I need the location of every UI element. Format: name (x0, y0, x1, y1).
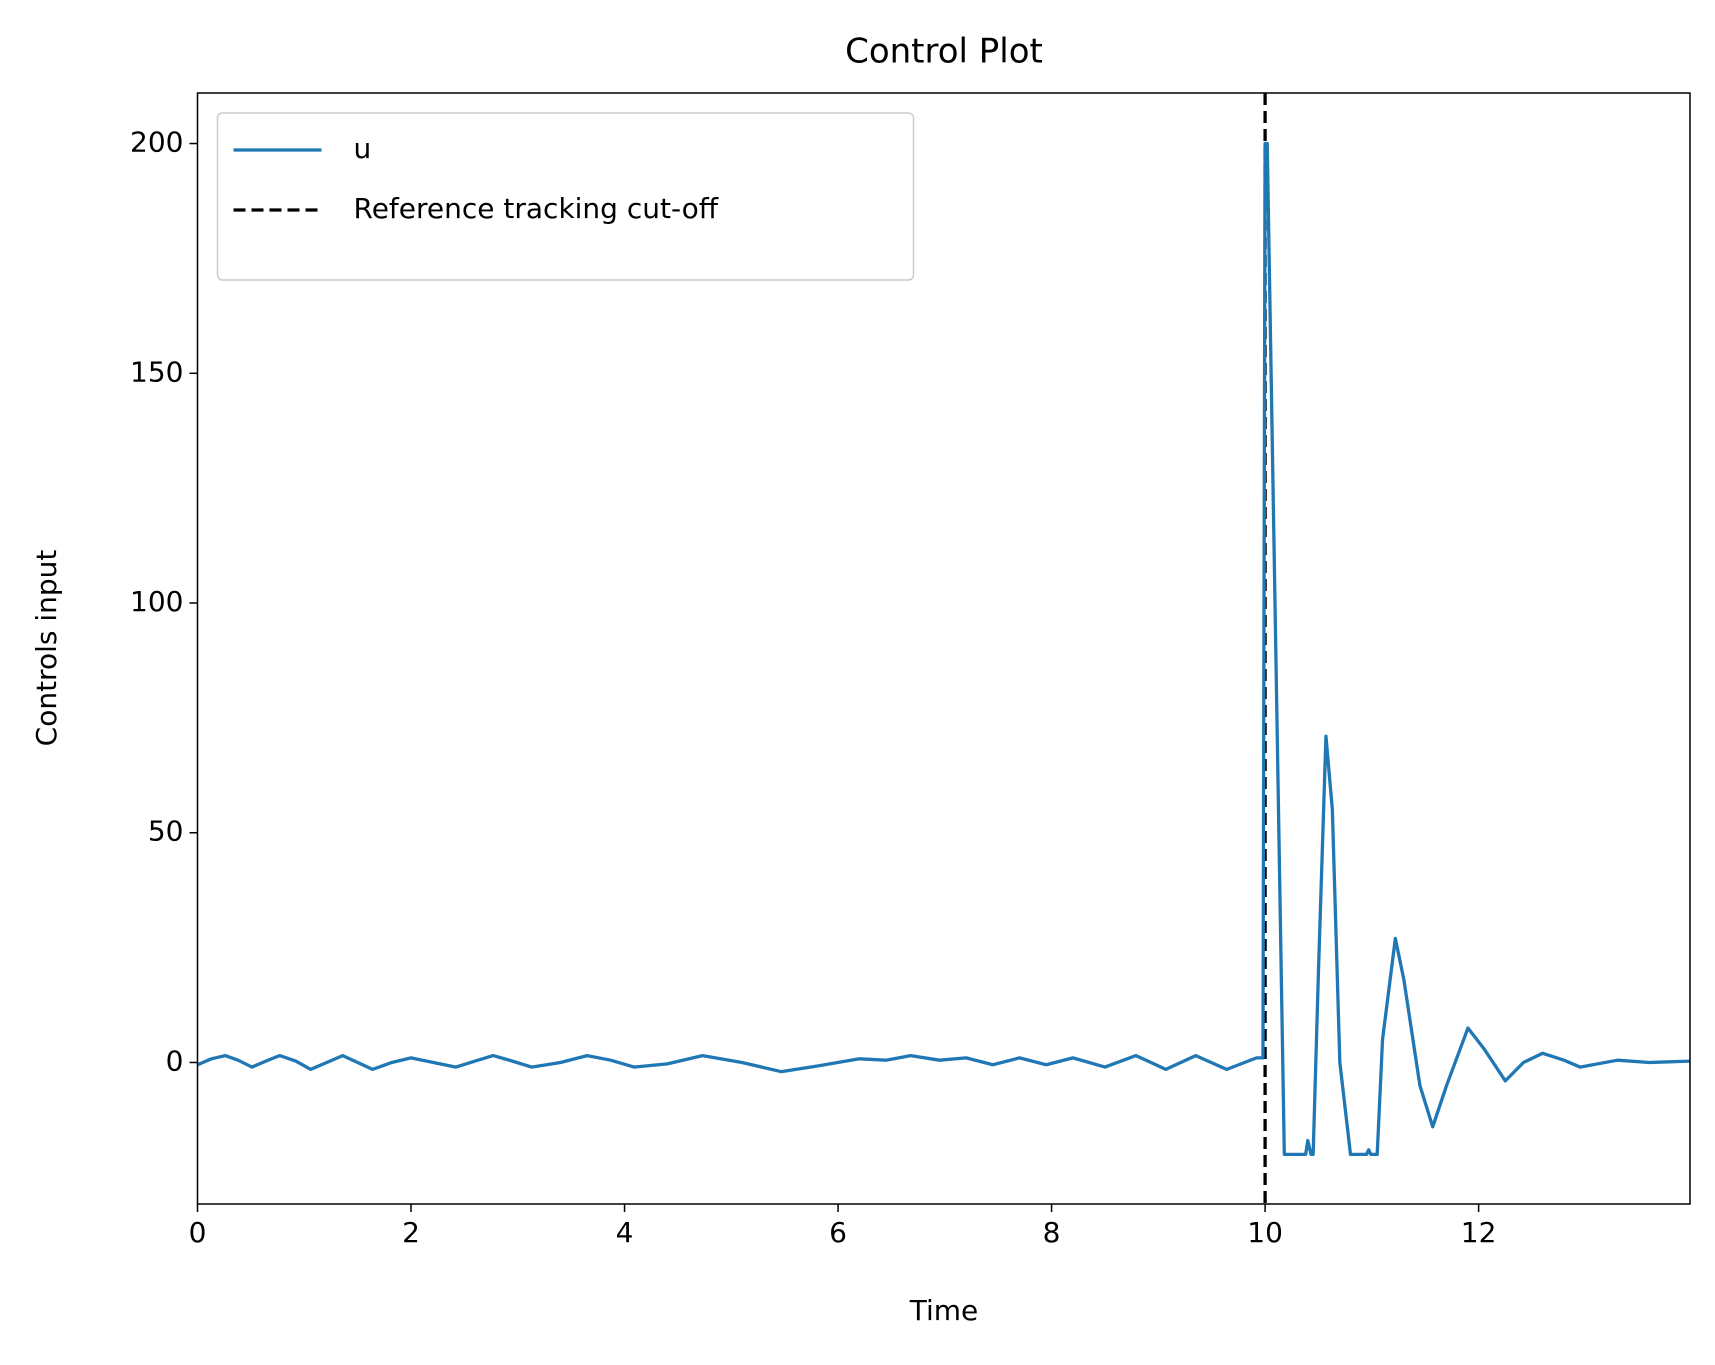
x-tick-label: 10 (1247, 1216, 1283, 1249)
y-tick-label: 0 (166, 1044, 184, 1077)
legend-label: u (354, 132, 372, 165)
legend-label: Reference tracking cut-off (354, 192, 719, 225)
x-tick-label: 4 (616, 1216, 634, 1249)
x-tick-label: 12 (1461, 1216, 1497, 1249)
chart-title: Control Plot (845, 32, 1043, 72)
x-tick-label: 2 (402, 1216, 420, 1249)
y-tick-label: 100 (130, 585, 183, 618)
y-axis-label: Controls input (30, 550, 63, 747)
x-tick-label: 0 (189, 1216, 207, 1249)
x-tick-label: 6 (829, 1216, 847, 1249)
legend-box (216, 112, 915, 281)
axes-frame (196, 92, 1691, 1205)
y-tick-label: 200 (130, 126, 183, 159)
line-series (197, 141, 1690, 1157)
x-axis-label: Time (909, 1294, 979, 1327)
x-tick-label: 8 (1043, 1216, 1061, 1249)
y-tick-label: 50 (148, 815, 184, 848)
y-tick-label: 150 (130, 355, 183, 388)
